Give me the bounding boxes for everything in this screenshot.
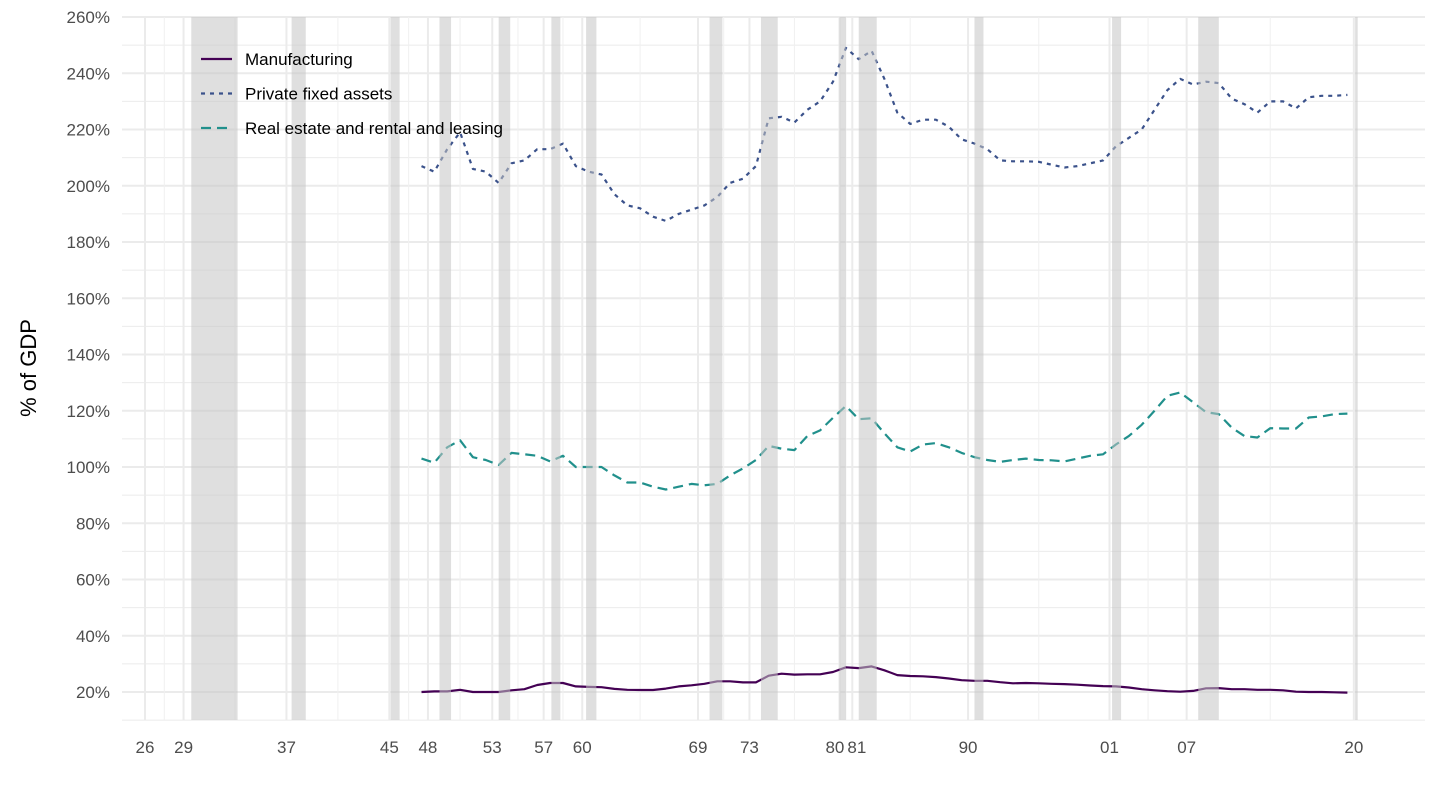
x-tick-label: 81: [847, 738, 866, 757]
recession-band: [839, 17, 846, 720]
x-tick-label: 37: [277, 738, 296, 757]
recession-band: [1355, 17, 1358, 720]
legend-label: Private fixed assets: [245, 85, 392, 104]
y-tick-label: 140%: [67, 346, 110, 365]
series-line-3: [421, 391, 1348, 491]
x-tick-label: 73: [740, 738, 759, 757]
recession-band: [498, 17, 511, 720]
x-tick-label: 57: [534, 738, 553, 757]
x-tick-label: 80: [825, 738, 844, 757]
y-tick-label: 200%: [67, 177, 110, 196]
series-lines: [421, 46, 1348, 694]
recession-bands: [191, 17, 1358, 720]
x-tick-label: 48: [418, 738, 437, 757]
recession-band: [390, 17, 400, 720]
y-tick-label: 20%: [76, 683, 110, 702]
y-tick-label: 80%: [76, 514, 110, 533]
y-tick-label: 40%: [76, 627, 110, 646]
y-tick-label: 160%: [67, 289, 110, 308]
recession-band: [439, 17, 452, 720]
series-line-2: [421, 46, 1348, 222]
y-tick-label: 100%: [67, 458, 110, 477]
y-axis-label: % of GDP: [16, 319, 41, 417]
legend-label: Real estate and rental and leasing: [245, 119, 503, 138]
recession-band: [191, 17, 238, 720]
y-tick-label: 60%: [76, 571, 110, 590]
recession-band: [586, 17, 597, 720]
y-tick-label: 120%: [67, 402, 110, 421]
x-tick-label: 53: [483, 738, 502, 757]
y-tick-label: 240%: [67, 64, 110, 83]
x-axis-ticks: 26 29 37 45 48 53 57 60 69 73 80 81 90 01 07 20: [136, 738, 1364, 757]
recession-band: [1198, 17, 1219, 720]
x-tick-label: 29: [174, 738, 193, 757]
recession-band: [760, 17, 778, 720]
y-tick-label: 180%: [67, 233, 110, 252]
x-tick-label: 60: [573, 738, 592, 757]
recession-band: [974, 17, 984, 720]
x-tick-label: 20: [1344, 738, 1363, 757]
series-line-1: [421, 665, 1348, 694]
y-axis-ticks: 20% 40% 60% 80% 100% 120% 140% 160% 180% 200% 220%…: [67, 8, 110, 702]
x-tick-label: 26: [136, 738, 155, 757]
y-tick-label: 220%: [67, 121, 110, 140]
x-tick-label: 07: [1177, 738, 1196, 757]
recession-band: [291, 17, 306, 720]
x-tick-label: 01: [1100, 738, 1119, 757]
recession-band: [709, 17, 723, 720]
recession-band: [551, 17, 561, 720]
x-tick-label: 90: [959, 738, 978, 757]
legend: Manufacturing Private fixed assets Real es…: [201, 50, 503, 138]
y-tick-label: 260%: [67, 8, 110, 27]
recession-band: [858, 17, 877, 720]
x-tick-label: 45: [380, 738, 399, 757]
legend-label: Manufacturing: [245, 50, 353, 69]
x-tick-label: 69: [689, 738, 708, 757]
recession-band: [1112, 17, 1122, 720]
